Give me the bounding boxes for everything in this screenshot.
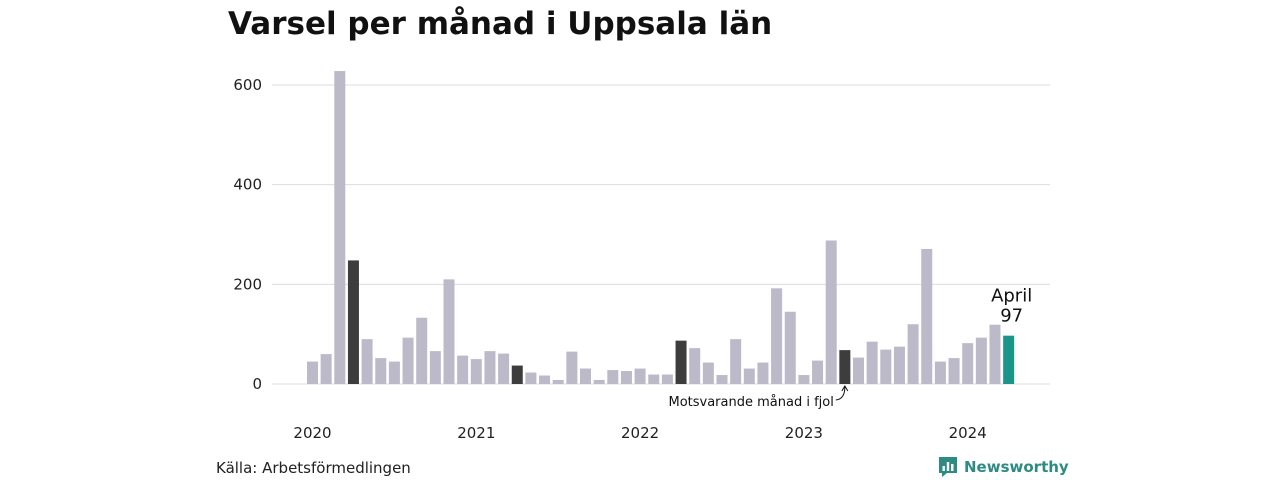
grid-lines xyxy=(272,84,1050,385)
bar xyxy=(975,337,987,384)
bar xyxy=(812,360,824,384)
bar xyxy=(511,365,523,384)
bars xyxy=(307,71,1015,385)
brand-name: Newsworthy xyxy=(964,458,1069,476)
bar xyxy=(934,361,946,384)
annotation-arrow-icon xyxy=(835,385,849,401)
current-month-value: 97 xyxy=(1000,306,1023,327)
bar xyxy=(880,349,892,384)
newsworthy-logo-icon xyxy=(939,457,957,477)
y-tick-label: 0 xyxy=(252,375,262,393)
x-tick-label: 2020 xyxy=(293,424,331,442)
x-tick-label: 2021 xyxy=(457,424,495,442)
bar xyxy=(893,346,905,384)
annotations: April 97 Motsvarande månad i fjol xyxy=(668,286,1032,410)
bar xyxy=(661,374,673,384)
bar xyxy=(566,351,578,384)
bar xyxy=(416,317,428,384)
bar xyxy=(429,351,441,384)
bar xyxy=(634,368,646,384)
last-year-annotation: Motsvarande månad i fjol xyxy=(668,395,833,410)
x-tick-label: 2024 xyxy=(949,424,987,442)
bar xyxy=(743,368,755,384)
bar xyxy=(1003,335,1015,384)
bar xyxy=(716,375,728,384)
bar xyxy=(443,279,455,384)
brand-logo: Newsworthy xyxy=(938,456,1069,478)
chart-title: Varsel per månad i Uppsala län xyxy=(228,6,773,42)
bar xyxy=(498,353,510,384)
bar xyxy=(539,375,551,384)
bar xyxy=(757,362,769,384)
x-tick-label: 2022 xyxy=(621,424,659,442)
bar xyxy=(552,380,564,384)
bar xyxy=(921,248,933,384)
current-month-label: April xyxy=(991,286,1032,307)
bar xyxy=(702,362,714,384)
bar xyxy=(948,358,960,384)
y-axis-tick-labels: 0 200 400 600 xyxy=(233,76,262,393)
bar xyxy=(784,311,796,384)
bar xyxy=(907,324,919,384)
bar xyxy=(375,358,387,384)
bar xyxy=(675,340,687,384)
y-tick-label: 200 xyxy=(233,275,262,293)
y-tick-label: 400 xyxy=(233,176,262,194)
bar xyxy=(839,350,851,384)
bar xyxy=(361,339,373,384)
bar xyxy=(853,357,864,384)
bar xyxy=(825,240,837,384)
bar xyxy=(484,351,496,384)
bar xyxy=(307,361,318,384)
x-tick-label: 2023 xyxy=(785,424,823,442)
bar xyxy=(730,339,742,384)
source-note: Källa: Arbetsförmedlingen xyxy=(216,459,411,477)
y-tick-label: 600 xyxy=(233,76,262,94)
bar xyxy=(689,348,701,384)
bar xyxy=(593,380,605,384)
bar xyxy=(580,368,591,384)
bar xyxy=(989,324,1001,384)
bar xyxy=(798,375,810,384)
bar xyxy=(620,371,632,384)
bar xyxy=(334,71,346,385)
bar xyxy=(962,343,974,384)
bar xyxy=(771,288,783,384)
bar xyxy=(388,361,400,384)
bar xyxy=(525,372,537,384)
bar xyxy=(866,341,878,384)
bar xyxy=(607,370,619,384)
bar xyxy=(470,359,482,384)
bar xyxy=(402,337,414,384)
bar xyxy=(320,354,332,384)
x-axis-year-labels: 2020 2021 2022 2023 2024 xyxy=(293,424,986,442)
bar xyxy=(347,260,359,384)
bar xyxy=(457,355,469,384)
bar xyxy=(648,374,660,384)
